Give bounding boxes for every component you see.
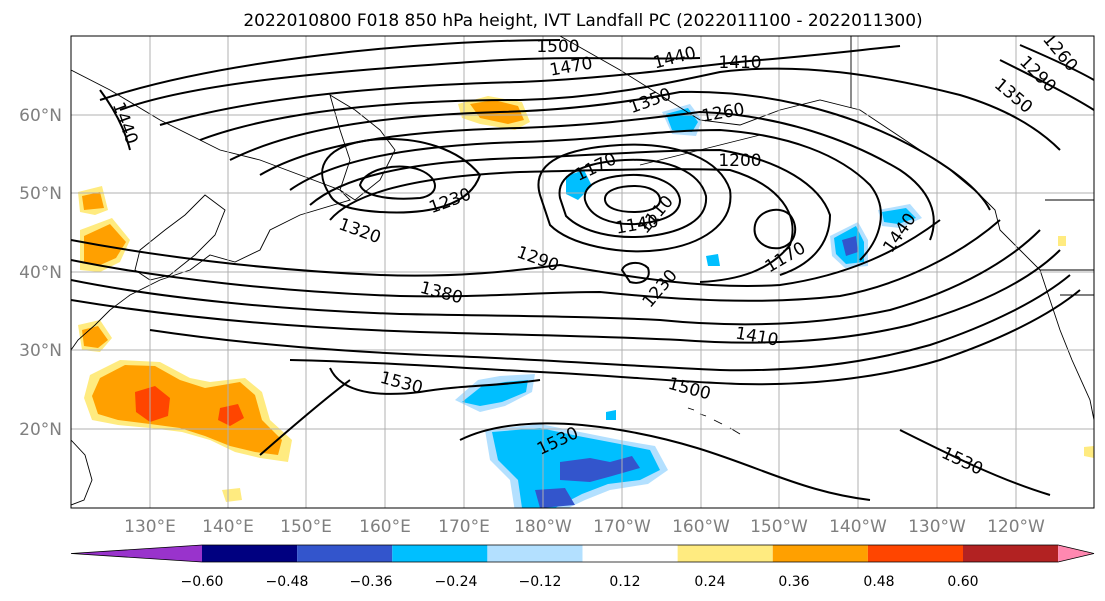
lat-label: 50°N bbox=[19, 184, 62, 204]
colorbar-segment bbox=[71, 545, 202, 562]
colorbar-segment bbox=[297, 545, 393, 562]
lon-label: 170°W bbox=[593, 517, 651, 537]
contour-label: 1320 bbox=[336, 215, 383, 249]
lon-label: 160°E bbox=[359, 517, 411, 537]
negative-shading bbox=[842, 236, 858, 256]
positive-shading bbox=[78, 186, 130, 352]
contour-label: 1260 bbox=[700, 99, 746, 126]
lon-label: 180°W bbox=[514, 517, 572, 537]
colorbar-outline bbox=[70, 544, 1095, 563]
positive-shading bbox=[135, 386, 170, 422]
japan-coast bbox=[134, 194, 226, 281]
contour-label: 1350 bbox=[990, 75, 1036, 118]
lon-label: 170°E bbox=[438, 517, 490, 537]
contour-label: 1440 bbox=[108, 100, 142, 147]
colorbar bbox=[70, 544, 1095, 563]
contour-label: 1380 bbox=[418, 278, 465, 309]
colorbar-segment bbox=[867, 545, 963, 562]
longitude-labels: 130°E 140°E 150°E 160°E 170°E 180°W 170°… bbox=[124, 517, 1045, 537]
colorbar-tick-label: −0.24 bbox=[435, 574, 478, 590]
lon-label: 140°E bbox=[202, 517, 254, 537]
contour-label: 1500 bbox=[536, 37, 579, 57]
contour-label: 1410 bbox=[718, 53, 761, 73]
colorbar-tick-label: −0.12 bbox=[519, 574, 562, 590]
contour-label: 1500 bbox=[666, 374, 713, 405]
colorbar-segment bbox=[487, 545, 583, 562]
height-contours bbox=[71, 39, 1094, 501]
colorbar-tick-label: −0.48 bbox=[266, 574, 309, 590]
philippines-coast bbox=[71, 439, 93, 506]
colorbar-segment bbox=[582, 545, 678, 562]
map-title: 2022010800 F018 850 hPa height, IVT Land… bbox=[243, 11, 922, 31]
negative-shading bbox=[535, 456, 640, 508]
lon-label: 150°W bbox=[750, 517, 808, 537]
lon-label: 150°E bbox=[280, 517, 332, 537]
lat-label: 30°N bbox=[19, 341, 62, 361]
lon-label: 120°W bbox=[987, 517, 1045, 537]
negative-shading bbox=[462, 380, 528, 406]
negative-shading bbox=[566, 170, 720, 420]
lon-label: 130°E bbox=[124, 517, 176, 537]
lon-label: 130°W bbox=[908, 517, 966, 537]
contour-label: 1200 bbox=[718, 151, 761, 171]
colorbar-tick-label: 0.12 bbox=[609, 574, 640, 590]
colorbar-tick-label: 0.60 bbox=[947, 574, 978, 590]
gridlines bbox=[71, 36, 1094, 508]
contour-label: 1530 bbox=[938, 443, 986, 479]
colorbar-segment bbox=[677, 545, 773, 562]
colorbar-tick-label: 0.24 bbox=[694, 574, 725, 590]
contour-label: 1290 bbox=[514, 243, 561, 277]
latitude-labels: 60°N 50°N 40°N 30°N 20°N bbox=[19, 106, 62, 440]
asia-coast bbox=[71, 36, 351, 351]
colorbar-segment bbox=[772, 545, 868, 562]
contour-label: 1410 bbox=[734, 323, 780, 350]
colorbar-tick-label: −0.60 bbox=[181, 574, 224, 590]
map-area: 1500 1470 1440 1410 1350 1260 1200 1440 … bbox=[71, 36, 1094, 508]
colorbar-segment bbox=[202, 545, 298, 562]
lat-label: 20°N bbox=[19, 420, 62, 440]
colorbar-tick-label: 0.48 bbox=[863, 574, 894, 590]
lon-label: 140°W bbox=[829, 517, 887, 537]
colorbar-segment bbox=[392, 545, 488, 562]
contour-label: 1170 bbox=[762, 238, 809, 277]
lon-label: 160°W bbox=[672, 517, 730, 537]
lat-label: 60°N bbox=[19, 106, 62, 126]
hawaii-islands bbox=[687, 407, 741, 435]
positive-shading bbox=[92, 365, 282, 455]
positive-shading bbox=[218, 404, 244, 426]
colorbar-segment bbox=[1058, 545, 1094, 562]
lat-label: 40°N bbox=[19, 263, 62, 283]
colorbar-tick-label: −0.36 bbox=[350, 574, 393, 590]
positive-shading bbox=[82, 192, 126, 348]
colorbar-tick-label: 0.36 bbox=[778, 574, 809, 590]
colorbar-segment bbox=[963, 545, 1059, 562]
colorbar-tick-labels: −0.60 −0.48 −0.36 −0.24 −0.12 0.12 0.24 … bbox=[181, 574, 979, 590]
contour-label: 1230 bbox=[639, 266, 682, 312]
map-frame bbox=[70, 35, 1095, 509]
